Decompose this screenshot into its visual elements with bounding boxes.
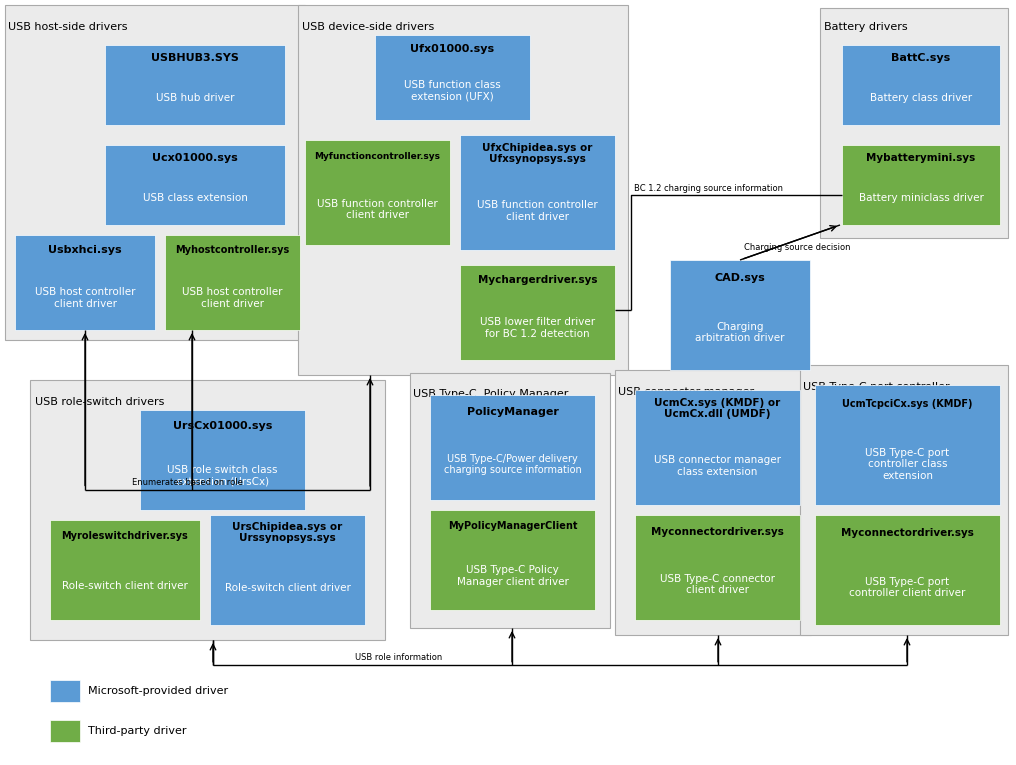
Bar [165, 235, 300, 330]
Text: Usbxhci.sys: Usbxhci.sys [48, 246, 122, 256]
Bar [305, 140, 450, 245]
Bar [30, 380, 385, 640]
Text: USB Type-C/Power delivery
charging source information: USB Type-C/Power delivery charging sourc… [444, 454, 581, 475]
Bar [800, 365, 1008, 635]
Bar [410, 373, 610, 628]
Text: USB Type-C port controller: USB Type-C port controller [803, 382, 950, 392]
Bar [615, 370, 811, 635]
Text: Microsoft-provided driver: Microsoft-provided driver [88, 686, 229, 696]
Bar [670, 260, 810, 370]
Text: Third-party driver: Third-party driver [88, 726, 187, 736]
Bar [375, 35, 530, 120]
Text: Role-switch client driver: Role-switch client driver [62, 581, 188, 591]
Text: USB Type-C connector
client driver: USB Type-C connector client driver [660, 574, 775, 595]
Bar [105, 45, 285, 125]
Text: PolicyManager: PolicyManager [466, 407, 559, 417]
Bar [815, 385, 1000, 505]
Text: USB Type-C  Policy Manager: USB Type-C Policy Manager [412, 389, 568, 399]
Bar [430, 510, 595, 610]
Text: UrsChipidea.sys or
Urssynopsys.sys: UrsChipidea.sys or Urssynopsys.sys [233, 522, 342, 543]
Text: USB Type-C port
controller class
extension: USB Type-C port controller class extensi… [866, 448, 950, 480]
Bar [815, 515, 1000, 625]
Text: USB host controller
client driver: USB host controller client driver [35, 287, 135, 308]
Text: USB Type-C Policy
Manager client driver: USB Type-C Policy Manager client driver [456, 565, 568, 587]
Text: USB role switch class
extension (UrsCx): USB role switch class extension (UrsCx) [168, 465, 277, 487]
Bar [50, 720, 80, 742]
Text: Ucx01000.sys: Ucx01000.sys [152, 153, 238, 163]
Bar [5, 5, 305, 340]
Text: Enumerates based on role: Enumerates based on role [132, 478, 243, 487]
Text: BC 1.2 charging source information: BC 1.2 charging source information [634, 184, 783, 193]
Text: Role-switch client driver: Role-switch client driver [225, 583, 351, 593]
Text: USB device-side drivers: USB device-side drivers [302, 22, 434, 32]
Text: USB host controller
client driver: USB host controller client driver [182, 287, 282, 308]
Text: MyPolicyManagerClient: MyPolicyManagerClient [448, 521, 577, 531]
Bar [105, 145, 285, 225]
Text: Myfunctioncontroller.sys: Myfunctioncontroller.sys [315, 152, 441, 161]
Text: USB function controller
client driver: USB function controller client driver [317, 198, 438, 220]
Bar [635, 515, 800, 620]
Text: UcmCx.sys (KMDF) or
UcmCx.dll (UMDF): UcmCx.sys (KMDF) or UcmCx.dll (UMDF) [654, 398, 780, 419]
Text: Charging source decision: Charging source decision [744, 243, 850, 252]
Bar [842, 145, 1000, 225]
Text: Mychargerdriver.sys: Mychargerdriver.sys [478, 275, 597, 285]
Text: USBHUB3.SYS: USBHUB3.SYS [151, 53, 239, 63]
Bar [15, 235, 155, 330]
Bar [210, 515, 365, 625]
Text: USB Type-C port
controller client driver: USB Type-C port controller client driver [849, 577, 965, 598]
Text: USB class extension: USB class extension [142, 193, 248, 203]
Text: Ufx01000.sys: Ufx01000.sys [410, 44, 495, 54]
Text: USB function class
extension (UFX): USB function class extension (UFX) [404, 80, 501, 102]
Bar [430, 395, 595, 500]
Text: Charging
arbitration driver: Charging arbitration driver [695, 322, 784, 343]
Text: UrsCx01000.sys: UrsCx01000.sys [173, 421, 272, 431]
Text: UcmTcpciCx.sys (KMDF): UcmTcpciCx.sys (KMDF) [842, 399, 972, 409]
Text: Myconnectordriver.sys: Myconnectordriver.sys [651, 527, 784, 537]
Text: USB function controller
client driver: USB function controller client driver [478, 200, 597, 222]
Bar [50, 680, 80, 702]
Text: Myhostcontroller.sys: Myhostcontroller.sys [176, 246, 290, 256]
Bar [460, 135, 615, 250]
Text: Myroleswitchdriver.sys: Myroleswitchdriver.sys [62, 531, 188, 541]
Bar [842, 45, 1000, 125]
Text: Battery drivers: Battery drivers [824, 22, 907, 32]
Bar [460, 265, 615, 360]
Text: BattC.sys: BattC.sys [891, 53, 951, 63]
Text: USB connector manager
class extension: USB connector manager class extension [654, 455, 781, 477]
Bar [820, 8, 1008, 238]
Text: Mybatterymini.sys: Mybatterymini.sys [867, 153, 975, 163]
Text: USB host-side drivers: USB host-side drivers [8, 22, 127, 32]
Bar [635, 390, 800, 505]
Text: USB hub driver: USB hub driver [155, 93, 235, 103]
Bar [298, 5, 628, 375]
Text: USB role-switch drivers: USB role-switch drivers [35, 397, 165, 407]
Bar [140, 410, 305, 510]
Text: Battery class driver: Battery class driver [870, 93, 972, 103]
Text: Battery miniclass driver: Battery miniclass driver [859, 193, 983, 203]
Text: USB lower filter driver
for BC 1.2 detection: USB lower filter driver for BC 1.2 detec… [480, 317, 595, 338]
Text: USB role information: USB role information [355, 653, 442, 662]
Text: USB connector manager: USB connector manager [618, 387, 754, 397]
Text: Myconnectordriver.sys: Myconnectordriver.sys [841, 528, 974, 538]
Bar [50, 520, 200, 620]
Text: CAD.sys: CAD.sys [714, 272, 765, 282]
Text: UfxChipidea.sys or
Ufxsynopsys.sys: UfxChipidea.sys or Ufxsynopsys.sys [483, 143, 592, 164]
